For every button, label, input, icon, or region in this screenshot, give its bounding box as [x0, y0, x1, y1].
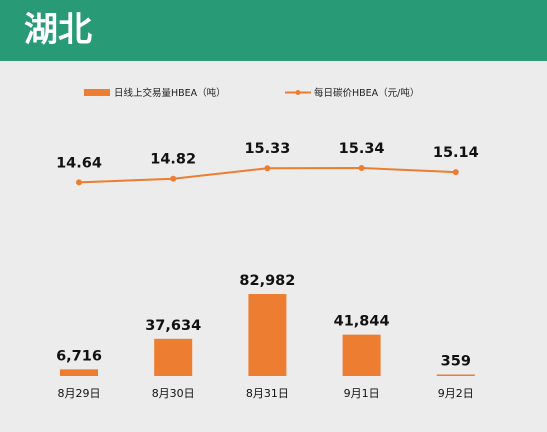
- legend: 日线上交易量HBEA（吨） 每日碳价HBEA（元/吨）: [84, 87, 419, 99]
- line-series: 14.64 14.82 15.33 15.34 15.14: [56, 141, 479, 186]
- header-bar: 湖北: [0, 0, 547, 61]
- x-tick-label: 9月2日: [438, 387, 474, 400]
- page-title: 湖北: [24, 10, 92, 50]
- chart: 日线上交易量HBEA（吨） 每日碳价HBEA（元/吨） 14.64 14.82 15…: [56, 87, 479, 400]
- legend-item-bar: 日线上交易量HBEA（吨）: [84, 87, 226, 99]
- line-value-label: 14.64: [56, 155, 102, 171]
- bar: [342, 334, 381, 376]
- x-tick-label: 8月29日: [58, 387, 101, 400]
- line-point: [452, 169, 459, 176]
- legend-line-marker: [295, 90, 301, 95]
- x-tick-label: 8月31日: [246, 387, 289, 400]
- bar: [60, 369, 98, 376]
- line-point: [170, 175, 177, 182]
- x-axis: 8月29日 8月30日 8月31日 9月1日 9月2日: [58, 387, 474, 400]
- line-value-label: 15.14: [433, 145, 479, 161]
- bar: [436, 374, 475, 376]
- bar-value-label: 37,634: [145, 318, 201, 334]
- line-point: [76, 179, 82, 186]
- bar-value-label: 359: [441, 354, 471, 370]
- bar: [154, 338, 193, 376]
- x-tick-label: 9月1日: [344, 387, 380, 400]
- legend-bar-swatch: [84, 89, 110, 96]
- line-point: [264, 165, 271, 172]
- x-tick-label: 8月30日: [152, 387, 195, 400]
- bar-value-label: 41,844: [334, 314, 390, 330]
- legend-item-line: 每日碳价HBEA（元/吨）: [285, 87, 419, 99]
- bar-value-label: 82,982: [239, 273, 295, 289]
- legend-bar-label: 日线上交易量HBEA（吨）: [114, 87, 226, 99]
- line-value-label: 15.33: [244, 141, 290, 157]
- line-point: [358, 165, 365, 172]
- bar-value-label: 6,716: [56, 348, 102, 364]
- legend-line-label: 每日碳价HBEA（元/吨）: [314, 87, 419, 99]
- line-value-label: 15.34: [339, 141, 385, 157]
- bar: [248, 294, 287, 376]
- bar-series: 6,716 37,634 82,982 41,844 359: [56, 273, 475, 376]
- line-value-label: 14.82: [150, 152, 196, 168]
